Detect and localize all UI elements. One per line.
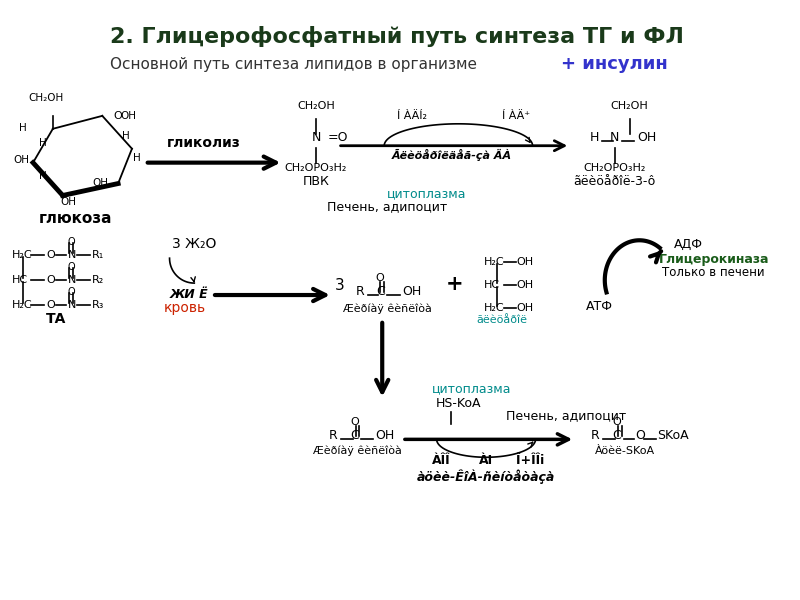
Text: H: H (39, 170, 47, 181)
Text: OH: OH (517, 280, 534, 290)
Text: Печень, адипоцит: Печень, адипоцит (506, 409, 626, 422)
Text: H₂C: H₂C (484, 303, 505, 313)
Text: ÀI: ÀI (479, 454, 493, 467)
Text: OH: OH (61, 197, 77, 208)
Text: H: H (590, 131, 599, 144)
Text: OH: OH (638, 131, 657, 144)
Text: H₂C: H₂C (484, 257, 505, 267)
Text: CH₂OPO₃H₂: CH₂OPO₃H₂ (583, 163, 646, 173)
Text: SKoA: SKoA (658, 430, 689, 442)
Text: 2. Глицерофосфатный путь синтеза ТГ и ФЛ: 2. Глицерофосфатный путь синтеза ТГ и ФЛ (110, 26, 684, 47)
Text: HC: HC (12, 275, 28, 285)
Text: CH₂OH: CH₂OH (610, 101, 648, 111)
Text: OH: OH (92, 178, 108, 188)
Text: 3: 3 (335, 278, 345, 293)
Text: R: R (590, 430, 599, 442)
Text: OH: OH (375, 430, 394, 442)
Text: H: H (39, 138, 47, 148)
Text: C: C (612, 430, 621, 442)
Text: O: O (46, 300, 54, 310)
Text: R₁: R₁ (91, 250, 104, 260)
Text: ПВК: ПВК (302, 175, 330, 188)
Text: Í ÀÄÍ₂: Í ÀÄÍ₂ (397, 111, 427, 121)
Text: цитоплазма: цитоплазма (387, 187, 466, 200)
Text: CH₂OPO₃H₂: CH₂OPO₃H₂ (285, 163, 347, 173)
Text: H: H (19, 123, 27, 133)
Text: АДФ: АДФ (674, 238, 703, 251)
Text: ТА: ТА (46, 312, 66, 326)
Text: N: N (68, 275, 76, 285)
Text: +: + (446, 274, 463, 294)
Text: O: O (114, 111, 122, 121)
Text: O: O (68, 237, 75, 247)
Text: O: O (68, 287, 75, 297)
Text: O: O (350, 418, 359, 427)
Text: O: O (376, 273, 385, 283)
Text: R: R (328, 430, 337, 442)
Text: C: C (376, 285, 385, 298)
Text: HS-KoA: HS-KoA (436, 397, 481, 410)
Text: Àöèë-SKoA: Àöèë-SKoA (594, 446, 654, 456)
Text: Æèðíàÿ êèñëîòà: Æèðíàÿ êèñëîòà (342, 304, 432, 314)
Text: ÀÎÎ: ÀÎÎ (432, 454, 451, 467)
Text: N: N (610, 131, 619, 144)
Text: C: C (350, 430, 359, 442)
Text: ãëèöåðîë-3-ô: ãëèöåðîë-3-ô (574, 175, 656, 188)
Text: N: N (311, 131, 321, 144)
Text: R₂: R₂ (91, 275, 104, 285)
Text: CH₂OH: CH₂OH (28, 93, 63, 103)
Text: Только в печени: Только в печени (662, 266, 765, 279)
Text: Основной путь синтеза липидов в организме: Основной путь синтеза липидов в организм… (110, 56, 477, 71)
Text: OH: OH (517, 257, 534, 267)
Text: O: O (635, 430, 646, 442)
Text: 3 Ж₂О: 3 Ж₂О (172, 237, 217, 251)
Text: OH: OH (120, 111, 136, 121)
Text: Глицерокиназа: Глицерокиназа (659, 253, 770, 266)
Text: цитоплазма: цитоплазма (431, 383, 511, 395)
Text: O: O (68, 262, 75, 272)
Text: Печень, адипоцит: Печень, адипоцит (327, 200, 447, 214)
Text: + инсулин: + инсулин (562, 55, 668, 73)
Text: R: R (356, 285, 365, 298)
Text: Î+ÎÎi: Î+ÎÎi (517, 454, 545, 467)
Text: O: O (46, 250, 54, 260)
Text: N: N (68, 250, 76, 260)
Text: HC: HC (484, 280, 500, 290)
Text: ãëèöåðîë: ãëèöåðîë (477, 315, 527, 325)
Text: Ãëèöåðîëäåã-çà ÄÀ: Ãëèöåðîëäåã-çà ÄÀ (391, 149, 511, 161)
Text: R₃: R₃ (91, 300, 104, 310)
Text: OH: OH (517, 303, 534, 313)
Text: кровь: кровь (163, 301, 206, 315)
Text: АТФ: АТФ (586, 300, 614, 313)
Text: OH: OH (402, 285, 422, 298)
Text: O: O (612, 418, 621, 427)
Text: àöèè-ÊîÀ-ñèíòåòàçà: àöèè-ÊîÀ-ñèíòåòàçà (417, 470, 555, 484)
Text: гликолиз: гликолиз (167, 136, 241, 150)
Text: ЖИ Ё: ЖИ Ё (170, 288, 209, 301)
Text: O: O (46, 275, 54, 285)
Text: =O: =O (328, 131, 348, 144)
Text: H₂C: H₂C (12, 250, 33, 260)
Text: Æèðíàÿ êèñëîòà: Æèðíàÿ êèñëîòà (313, 446, 402, 456)
Text: CH₂OH: CH₂OH (297, 101, 335, 111)
Text: H₂C: H₂C (12, 300, 33, 310)
Text: OH: OH (13, 155, 29, 164)
Text: Í ÀÄ⁺: Í ÀÄ⁺ (502, 111, 530, 121)
Text: N: N (68, 300, 76, 310)
Text: H: H (133, 152, 141, 163)
Text: H: H (122, 131, 130, 141)
Text: глюкоза: глюкоза (39, 211, 112, 226)
